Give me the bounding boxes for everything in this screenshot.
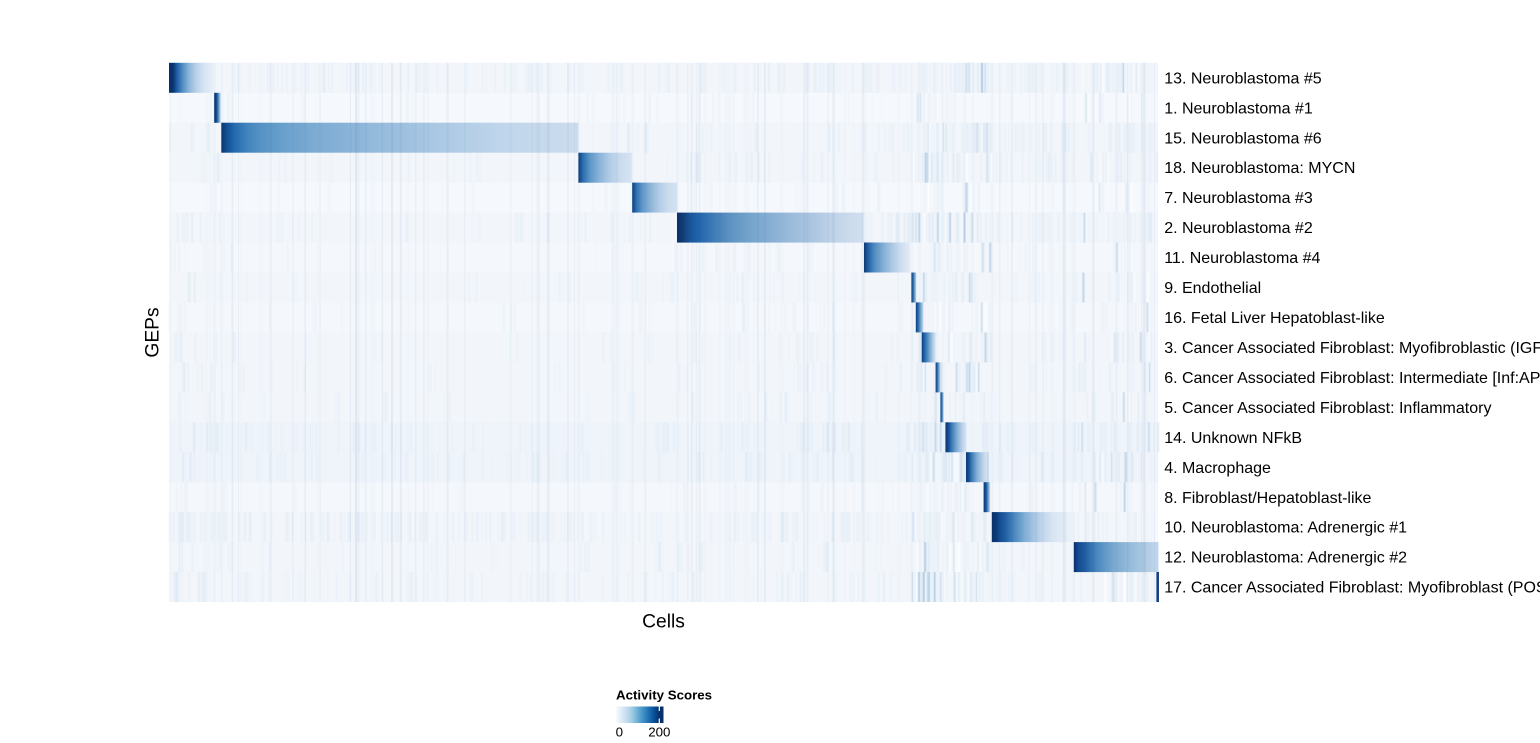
svg-text:13. Neuroblastoma #5: 13. Neuroblastoma #5	[1164, 70, 1322, 87]
svg-text:200: 200	[648, 725, 670, 740]
svg-text:12. Neuroblastoma: Adrenergic: 12. Neuroblastoma: Adrenergic #2	[1164, 550, 1407, 567]
svg-text:17. Cancer Associated Fibrobla: 17. Cancer Associated Fibroblast: Myofib…	[1164, 580, 1540, 597]
svg-text:0: 0	[616, 725, 623, 740]
svg-text:9. Endothelial: 9. Endothelial	[1164, 280, 1261, 297]
svg-text:14. Unknown NFkB: 14. Unknown NFkB	[1164, 430, 1302, 447]
svg-text:2. Neuroblastoma #2: 2. Neuroblastoma #2	[1164, 220, 1313, 237]
svg-text:GEPs: GEPs	[142, 307, 163, 357]
svg-text:3. Cancer Associated Fibroblas: 3. Cancer Associated Fibroblast: Myofibr…	[1164, 340, 1540, 357]
svg-text:1. Neuroblastoma #1: 1. Neuroblastoma #1	[1164, 100, 1313, 117]
svg-text:4. Macrophage: 4. Macrophage	[1164, 460, 1271, 477]
svg-text:Activity Scores: Activity Scores	[616, 688, 712, 703]
svg-text:7. Neuroblastoma #3: 7. Neuroblastoma #3	[1164, 190, 1313, 207]
svg-text:10. Neuroblastoma: Adrenergic: 10. Neuroblastoma: Adrenergic #1	[1164, 520, 1407, 537]
svg-text:Cells: Cells	[642, 612, 685, 633]
svg-text:6. Cancer Associated Fibroblas: 6. Cancer Associated Fibroblast: Interme…	[1164, 370, 1540, 387]
svg-text:16. Fetal Liver Hepatoblast-li: 16. Fetal Liver Hepatoblast-like	[1164, 310, 1385, 327]
svg-text:8. Fibroblast/Hepatoblast-like: 8. Fibroblast/Hepatoblast-like	[1164, 490, 1371, 507]
svg-text:5. Cancer Associated Fibroblas: 5. Cancer Associated Fibroblast: Inflamm…	[1164, 400, 1491, 417]
svg-text:11. Neuroblastoma #4: 11. Neuroblastoma #4	[1164, 250, 1320, 267]
svg-text:15. Neuroblastoma #6: 15. Neuroblastoma #6	[1164, 130, 1322, 147]
svg-text:18. Neuroblastoma: MYCN: 18. Neuroblastoma: MYCN	[1164, 160, 1355, 177]
